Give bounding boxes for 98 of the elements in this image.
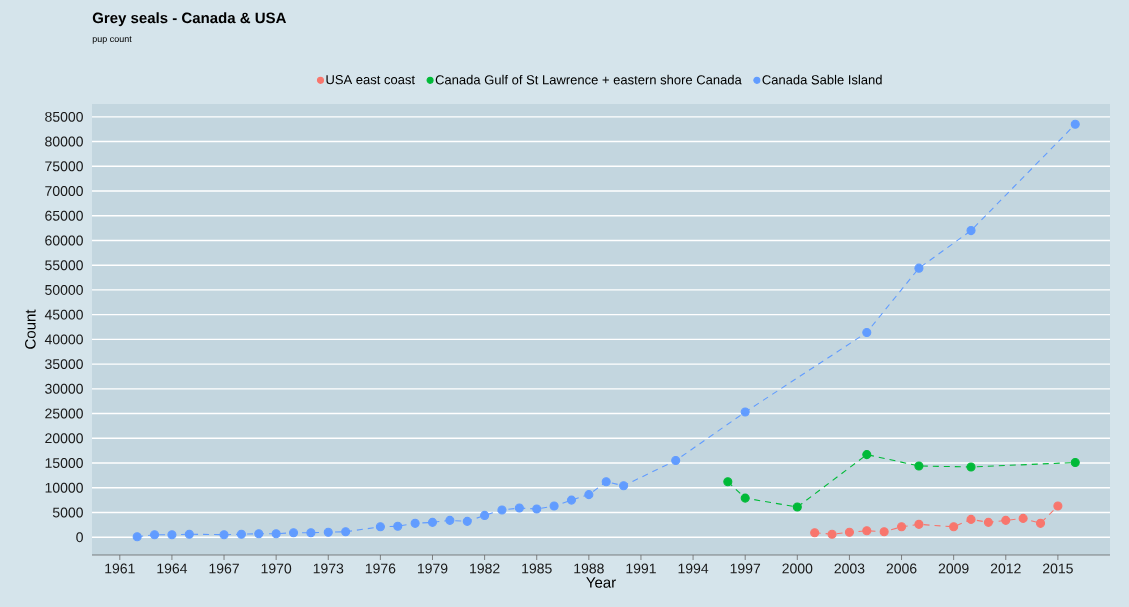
point [184,529,194,539]
x-tick-label: 1985 [522,563,552,574]
point [740,493,750,503]
point [323,527,333,537]
x-tick-label: 1970 [261,563,292,574]
x-tick-label: 1973 [313,563,344,574]
y-tick-label: 55000 [45,260,83,271]
point [827,529,837,539]
legend-label: Canada Gulf of St Lawrence + eastern shore Canada [435,74,742,85]
point [862,327,872,337]
y-tick-label: 75000 [45,161,83,172]
y-tick-label: 60000 [45,235,83,246]
y-tick-label: 40000 [44,334,83,345]
point [983,517,993,527]
point [879,527,889,537]
x-tick-label: 2006 [886,563,917,574]
point [462,516,472,526]
chart-subtitle: pup count [92,36,132,44]
y-tick-label: 20000 [45,433,83,444]
point [532,504,542,514]
point [497,505,507,515]
y-tick-label: 65000 [45,210,83,221]
point [306,528,316,538]
point [1053,501,1063,511]
point [480,510,490,520]
point [896,522,907,532]
point [410,518,420,528]
x-axis-title: Year [586,577,616,588]
point [966,462,976,472]
y-tick-label: 15000 [45,458,83,468]
x-tick-label: 2003 [834,563,865,574]
point [966,226,976,236]
point [514,503,524,513]
point [914,519,924,529]
point [584,490,594,500]
point [445,515,455,525]
y-axis-title: Count [25,309,36,349]
point [549,501,559,511]
chart-title: Grey seals - Canada & USA [92,12,287,27]
point [949,522,959,532]
point [740,407,750,417]
x-tick-label: 1997 [730,563,761,574]
point [966,514,976,524]
point [566,495,577,505]
point [132,532,142,542]
point [671,455,681,466]
point [236,529,246,539]
point [167,530,177,540]
x-tick-label: 1979 [417,563,448,574]
point [723,477,733,487]
point [393,521,403,531]
legend-label: Canada Sable Island [762,74,882,85]
point [1018,513,1028,523]
point [1035,518,1046,528]
point [844,527,854,537]
point [1070,119,1080,129]
x-tick-label: 1994 [678,563,709,574]
y-tick-label: 45000 [44,309,83,320]
point [271,529,281,539]
point [427,517,438,527]
x-tick-label: 2009 [938,563,969,574]
y-tick-label: 80000 [45,136,83,147]
point [375,522,385,532]
y-tick-label: 10000 [45,482,83,493]
x-tick-label: 1964 [157,563,188,574]
point [914,263,924,273]
x-tick-label: 2015 [1043,563,1073,574]
point [1070,457,1080,468]
point [341,527,351,537]
y-tick-label: 85000 [45,111,83,122]
y-tick-label: 5000 [52,507,83,518]
point [150,530,160,540]
x-tick-label: 2000 [782,563,813,574]
y-tick-label: 30000 [45,383,83,394]
point [619,481,629,491]
point [1001,515,1011,525]
y-tick-label: 50000 [45,284,83,295]
point [219,530,229,540]
point [914,461,924,471]
y-tick-label: 35000 [45,359,83,370]
x-tick-label: 2012 [990,563,1021,574]
point [810,528,820,538]
x-tick-label: 1982 [470,563,500,574]
point [601,477,611,487]
y-tick-label: 0 [76,532,83,543]
x-tick-label: 1967 [209,563,239,574]
y-tick-label: 25000 [45,408,83,419]
x-tick-label: 1976 [365,563,396,574]
point [862,450,872,460]
legend-label: USA east coast [326,75,415,85]
point [288,528,299,538]
x-tick-label: 1991 [626,563,656,574]
x-tick-label: 1961 [105,563,135,574]
point [862,526,872,536]
y-tick-label: 70000 [45,186,83,196]
point [792,502,802,512]
x-tick-label: 1988 [574,563,604,574]
point [254,529,264,539]
